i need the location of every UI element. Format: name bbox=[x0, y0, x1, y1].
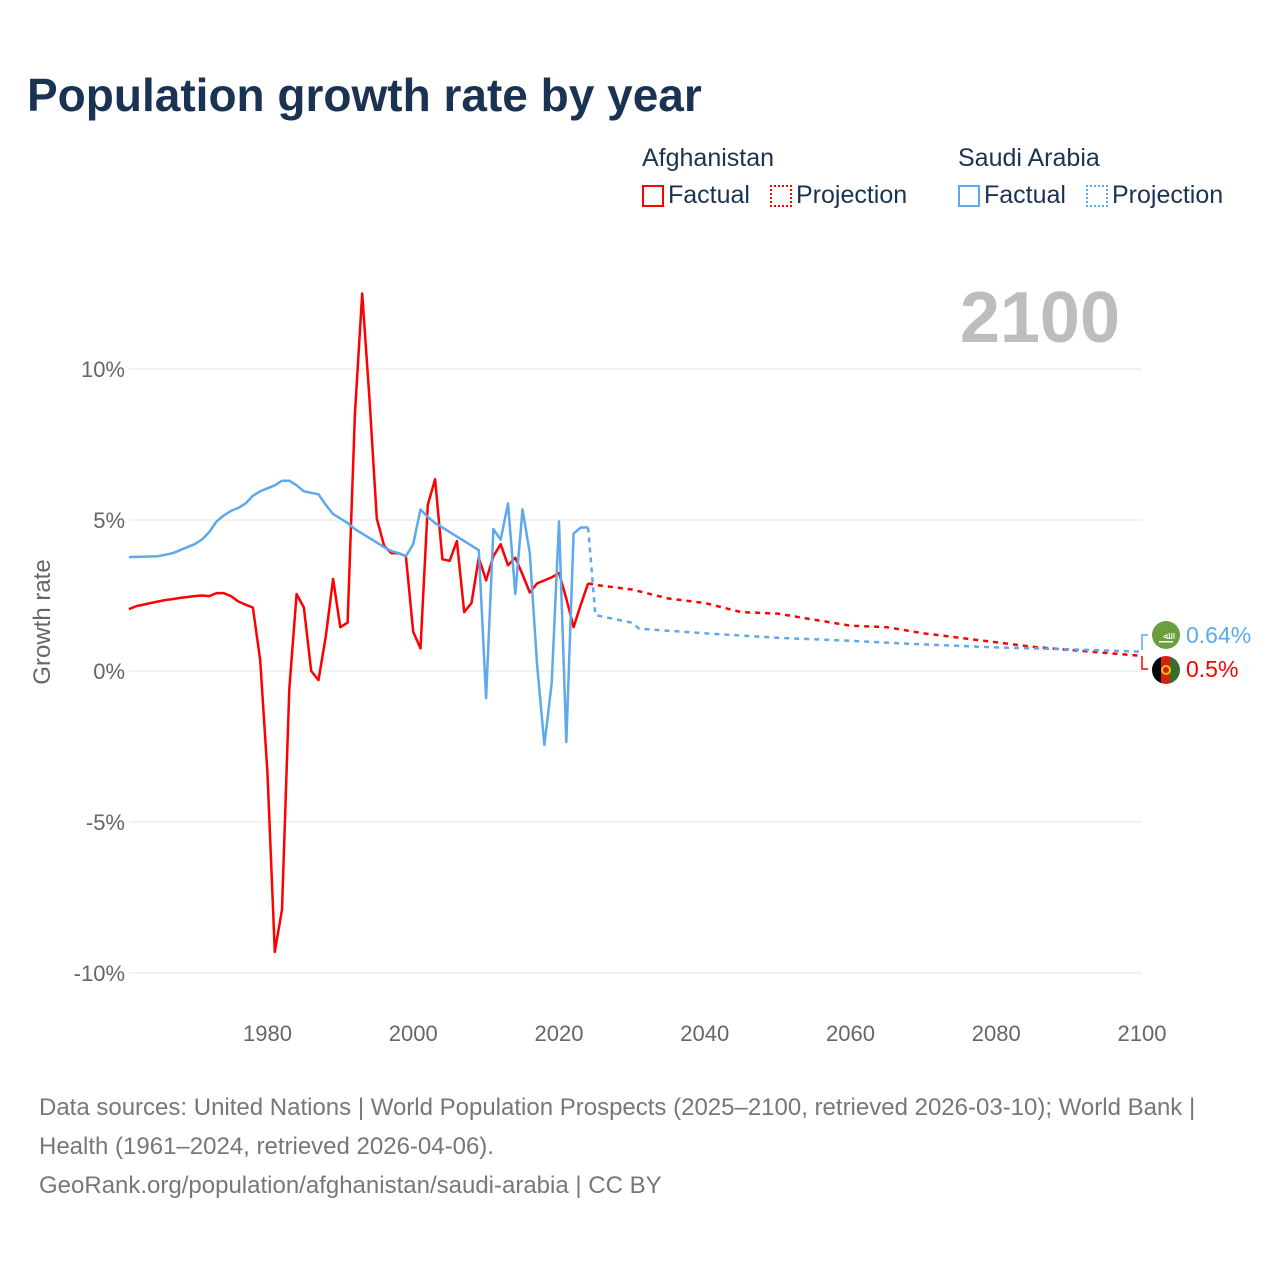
x-tick-label: 1980 bbox=[243, 1021, 292, 1046]
legend-item-factual[interactable]: Factual bbox=[642, 181, 750, 210]
saudi-connector bbox=[1141, 634, 1148, 650]
y-tick-label: 0% bbox=[93, 659, 125, 684]
series-line-afghanistan-factual[interactable] bbox=[128, 292, 590, 954]
chart-title: Population growth rate by year bbox=[27, 69, 702, 121]
x-tick-label: 2040 bbox=[680, 1021, 729, 1046]
series-line-saudi-arabia-factual[interactable] bbox=[128, 479, 589, 747]
source-link[interactable]: GeoRank.org/population/afghanistan/saudi… bbox=[39, 1172, 662, 1199]
data-sources: Data sources: United Nations | World Pop… bbox=[39, 1094, 1196, 1160]
x-tick-label: 2020 bbox=[535, 1021, 584, 1046]
legend-label: Factual bbox=[668, 181, 750, 209]
saudi-flag-icon: ﷲ bbox=[1152, 621, 1180, 649]
solid-swatch-icon bbox=[958, 184, 980, 207]
y-tick-label: -10% bbox=[74, 961, 125, 986]
x-tick-label: 2000 bbox=[389, 1021, 438, 1046]
y-tick-label: 10% bbox=[81, 357, 125, 382]
legend-label: Factual bbox=[984, 181, 1066, 209]
footer: Data sources: United Nations | World Pop… bbox=[39, 1088, 1239, 1205]
series-line-afghanistan-projection[interactable] bbox=[587, 582, 1143, 658]
legend-saudi-arabia: Saudi Arabia Factual Projection bbox=[958, 144, 1223, 210]
afghanistan-flag-icon bbox=[1152, 656, 1180, 684]
x-tick-label: 2080 bbox=[972, 1021, 1021, 1046]
afghanistan-end-value: 0.5% bbox=[1186, 656, 1238, 682]
legend-item-factual[interactable]: Factual bbox=[958, 181, 1066, 210]
legend-item-projection[interactable]: Projection bbox=[1085, 181, 1224, 210]
series-line-saudi-arabia-projection[interactable] bbox=[586, 527, 1143, 653]
legend-item-projection[interactable]: Projection bbox=[769, 181, 908, 210]
legend-group-name: Afghanistan bbox=[642, 144, 775, 172]
y-tick-label: -5% bbox=[86, 810, 125, 835]
legend-afghanistan: Afghanistan Factual Projection bbox=[642, 144, 921, 210]
y-axis-label: Growth rate bbox=[29, 559, 56, 684]
year-watermark: 2100 bbox=[960, 278, 1120, 358]
x-tick-label: 2100 bbox=[1118, 1021, 1167, 1046]
legend-group-name: Saudi Arabia bbox=[958, 144, 1100, 172]
dotted-swatch-icon bbox=[769, 184, 792, 207]
dotted-swatch-icon bbox=[1085, 184, 1108, 207]
legend-label: Projection bbox=[795, 181, 908, 209]
afghanistan-connector bbox=[1141, 656, 1148, 670]
y-tick-label: 5% bbox=[93, 508, 125, 533]
saudi-end-value: 0.64% bbox=[1186, 622, 1251, 648]
x-tick-label: 2060 bbox=[826, 1021, 875, 1046]
legend-label: Projection bbox=[1111, 181, 1224, 209]
solid-swatch-icon bbox=[642, 184, 664, 207]
